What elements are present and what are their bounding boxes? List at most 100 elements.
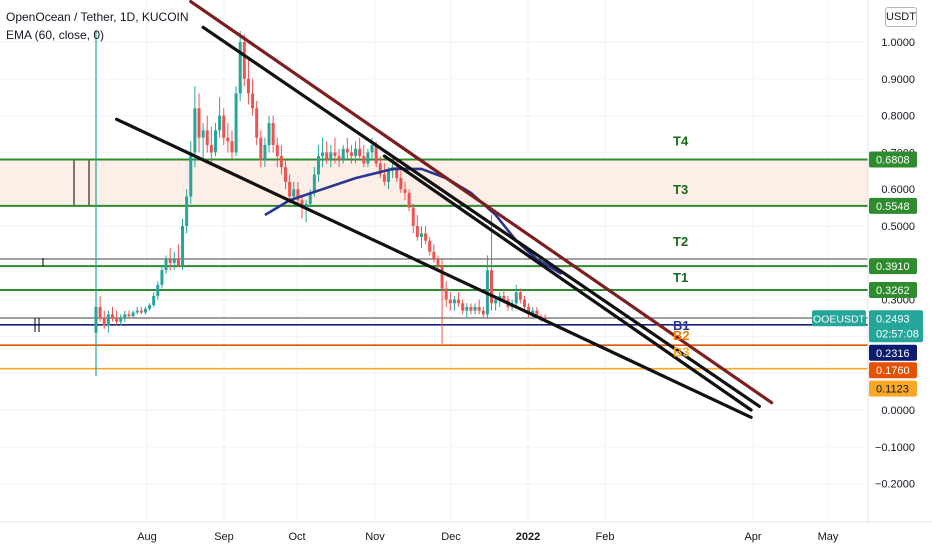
price-tag-t2-text: 0.3910 xyxy=(876,261,910,273)
level-lines xyxy=(0,158,868,370)
candle-body xyxy=(197,108,201,138)
candle-body xyxy=(535,310,539,317)
price-tags: 0.6808 0.5548 0.3910 0.3262 0.2316 0.1760 0.11… xyxy=(812,151,923,397)
price-axis[interactable]: 1.00000.90000.80000.70000.60000.50000.40… xyxy=(867,0,932,550)
candle-body xyxy=(378,163,382,175)
candle-body xyxy=(292,189,296,197)
candle-body xyxy=(279,156,283,168)
level-label-b2: B2 xyxy=(673,328,690,343)
candle-body xyxy=(242,42,246,79)
candle-body xyxy=(152,295,156,306)
candle-body xyxy=(189,152,193,197)
x-tick-label: May xyxy=(818,531,839,543)
price-tag-b2-text: 0.1760 xyxy=(876,365,910,377)
candle-body xyxy=(123,314,127,318)
candle-body xyxy=(411,207,415,226)
candle-body xyxy=(370,145,374,153)
candle-body xyxy=(362,156,366,164)
candle-body xyxy=(374,145,378,164)
candle-body xyxy=(168,259,172,263)
candle-body xyxy=(205,130,209,146)
candle-body xyxy=(415,226,419,238)
candle-body xyxy=(477,306,481,311)
candle-body xyxy=(473,306,477,311)
candle-body xyxy=(234,93,238,153)
y-tick-label: 0.8000 xyxy=(881,111,915,123)
price-tag-b1-box xyxy=(869,344,917,361)
candle-body xyxy=(127,314,131,317)
candle-body xyxy=(502,295,506,300)
candle-body xyxy=(304,203,308,208)
candle-body xyxy=(436,259,440,267)
candle-body xyxy=(461,303,465,311)
candle-body xyxy=(213,130,217,153)
level-label-t1: T1 xyxy=(673,270,688,285)
candle-body xyxy=(469,306,473,311)
chart-title: OpenOcean / Tether, 1D, KUCOIN xyxy=(6,10,189,24)
candle-body xyxy=(366,152,370,164)
trendline-3 xyxy=(114,117,753,419)
candle-body xyxy=(164,259,168,271)
candle-body xyxy=(275,145,279,157)
candle-body xyxy=(185,196,189,226)
x-tick-label: Aug xyxy=(137,531,157,543)
currency-unit-button[interactable]: USDT xyxy=(885,7,917,27)
level-label-t2: T2 xyxy=(673,234,688,249)
y-tick-label: 0.9000 xyxy=(881,74,915,86)
candle-body xyxy=(160,270,164,285)
price-tag-t4-text: 0.6808 xyxy=(876,154,910,166)
time-axis[interactable]: Aug Sep Oct Nov Dec 2022 Feb Apr May xyxy=(0,521,932,543)
candle-body xyxy=(349,152,353,157)
price-tag-t4-box xyxy=(869,151,917,168)
candle-body xyxy=(156,284,160,296)
candle-body xyxy=(424,233,428,241)
candle-body xyxy=(139,310,143,313)
candle-body xyxy=(119,318,123,322)
candle-body xyxy=(354,148,358,157)
candle-body xyxy=(382,174,386,182)
candle-body xyxy=(341,148,345,160)
candle-body xyxy=(115,318,119,322)
candle-body xyxy=(358,148,362,157)
candle-body xyxy=(522,299,526,307)
candle-body xyxy=(494,299,498,304)
x-tick-label: Apr xyxy=(744,531,761,543)
candle-body xyxy=(321,152,325,157)
current-price-box xyxy=(869,310,923,343)
candle-body xyxy=(226,137,230,142)
price-tag-t1-box xyxy=(869,281,917,298)
candle-body xyxy=(238,42,242,94)
candle-body xyxy=(333,152,337,157)
candle-body xyxy=(288,181,292,197)
y-tick-label: −0.1000 xyxy=(875,442,915,454)
candle-body xyxy=(387,170,391,182)
candle-body xyxy=(106,314,110,326)
level-label-t3: T3 xyxy=(673,182,688,197)
candle-body xyxy=(465,306,469,311)
candle-body xyxy=(131,312,135,317)
price-tag-b2-box xyxy=(869,362,917,379)
candle-body xyxy=(543,318,547,319)
candle-body xyxy=(444,288,448,300)
candle-body xyxy=(490,270,494,304)
price-tag-b3-text: 0.1123 xyxy=(876,384,909,396)
candle-body xyxy=(518,292,522,300)
candle-body xyxy=(94,306,98,333)
x-tick-label: Nov xyxy=(365,531,385,543)
indicator-legend[interactable]: EMA (60, close, 0) xyxy=(6,28,105,42)
price-tag-t2-box xyxy=(869,258,917,275)
x-tick-label: Feb xyxy=(596,531,615,543)
grid xyxy=(0,0,868,522)
candle-body xyxy=(246,78,250,94)
price-tag-t1-text: 0.3262 xyxy=(876,285,910,297)
candle-body xyxy=(230,141,234,153)
candle-body xyxy=(432,251,436,260)
trendline-4 xyxy=(382,154,753,412)
candle-body xyxy=(284,167,288,182)
candle-body xyxy=(98,306,102,318)
candle-body xyxy=(263,145,267,160)
x-tick-label: Dec xyxy=(441,531,461,543)
